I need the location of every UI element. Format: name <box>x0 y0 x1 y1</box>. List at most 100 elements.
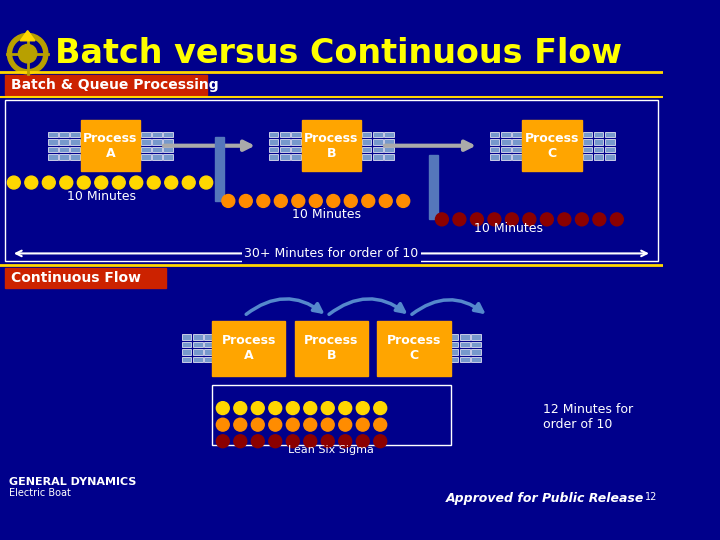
FancyBboxPatch shape <box>215 137 224 201</box>
Bar <box>583 139 593 145</box>
Text: Electric Boat: Electric Boat <box>9 488 71 498</box>
Circle shape <box>234 435 247 448</box>
Bar <box>362 132 372 137</box>
Circle shape <box>13 39 42 69</box>
Circle shape <box>19 44 37 63</box>
Circle shape <box>541 213 553 226</box>
FancyBboxPatch shape <box>523 120 582 171</box>
Circle shape <box>356 418 369 431</box>
Bar <box>513 139 521 145</box>
Bar <box>501 139 510 145</box>
Circle shape <box>287 402 300 415</box>
Bar <box>48 139 58 145</box>
Circle shape <box>77 176 90 189</box>
Bar <box>449 342 459 347</box>
Circle shape <box>356 435 369 448</box>
Circle shape <box>310 194 323 207</box>
Bar <box>606 139 615 145</box>
Circle shape <box>269 435 282 448</box>
Circle shape <box>339 418 351 431</box>
Bar <box>472 349 480 355</box>
Text: Process
C: Process C <box>525 132 580 160</box>
Bar <box>449 334 459 340</box>
Bar <box>374 147 382 152</box>
Circle shape <box>575 213 588 226</box>
Bar <box>204 342 214 347</box>
Bar <box>194 342 202 347</box>
Circle shape <box>379 194 392 207</box>
Bar <box>606 132 615 137</box>
Bar <box>59 132 68 137</box>
Bar <box>71 147 80 152</box>
Bar <box>490 154 500 159</box>
Bar <box>501 132 510 137</box>
Circle shape <box>269 418 282 431</box>
Bar <box>490 132 500 137</box>
Bar <box>513 132 521 137</box>
Circle shape <box>593 213 606 226</box>
Bar <box>292 154 300 159</box>
Bar <box>472 342 480 347</box>
Circle shape <box>611 213 624 226</box>
Circle shape <box>374 435 387 448</box>
FancyBboxPatch shape <box>429 155 438 219</box>
FancyBboxPatch shape <box>212 321 285 376</box>
Bar <box>280 154 289 159</box>
Text: Batch & Queue Processing: Batch & Queue Processing <box>11 78 219 92</box>
Text: 10 Minutes: 10 Minutes <box>67 190 136 203</box>
Circle shape <box>216 435 229 448</box>
Circle shape <box>216 418 229 431</box>
Bar <box>59 147 68 152</box>
Polygon shape <box>20 31 35 40</box>
Bar <box>71 154 80 159</box>
Circle shape <box>234 402 247 415</box>
Bar <box>59 154 68 159</box>
Bar <box>594 132 603 137</box>
Bar <box>384 154 394 159</box>
Bar <box>269 139 279 145</box>
Bar <box>182 342 192 347</box>
Circle shape <box>356 402 369 415</box>
Bar <box>153 132 161 137</box>
Bar <box>269 147 279 152</box>
Circle shape <box>130 176 143 189</box>
Circle shape <box>257 194 270 207</box>
Bar <box>280 139 289 145</box>
Bar <box>153 147 161 152</box>
Circle shape <box>165 176 178 189</box>
Bar <box>48 132 58 137</box>
Circle shape <box>148 176 160 189</box>
Bar <box>204 349 214 355</box>
Bar <box>374 132 382 137</box>
Circle shape <box>304 435 317 448</box>
Circle shape <box>374 402 387 415</box>
Circle shape <box>239 194 252 207</box>
Bar <box>153 139 161 145</box>
Bar <box>594 154 603 159</box>
Bar <box>182 334 192 340</box>
Bar <box>163 154 173 159</box>
Text: Approved for Public Release: Approved for Public Release <box>446 492 644 505</box>
Circle shape <box>374 418 387 431</box>
Bar <box>292 132 300 137</box>
Text: Process
A: Process A <box>221 334 276 362</box>
Bar <box>204 334 214 340</box>
Circle shape <box>436 213 449 226</box>
Circle shape <box>274 194 287 207</box>
Bar <box>194 349 202 355</box>
Bar <box>362 147 372 152</box>
Circle shape <box>321 418 334 431</box>
Bar <box>48 147 58 152</box>
Circle shape <box>95 176 108 189</box>
Circle shape <box>199 176 212 189</box>
Text: Lean Six Sigma: Lean Six Sigma <box>289 444 374 455</box>
Circle shape <box>523 213 536 226</box>
FancyBboxPatch shape <box>4 75 207 95</box>
Bar <box>594 139 603 145</box>
Bar <box>583 154 593 159</box>
Bar <box>374 139 382 145</box>
Bar <box>472 356 480 362</box>
Text: 30+ Minutes for order of 10: 30+ Minutes for order of 10 <box>244 247 418 260</box>
Text: 12 Minutes for
order of 10: 12 Minutes for order of 10 <box>543 403 634 431</box>
Bar <box>449 349 459 355</box>
